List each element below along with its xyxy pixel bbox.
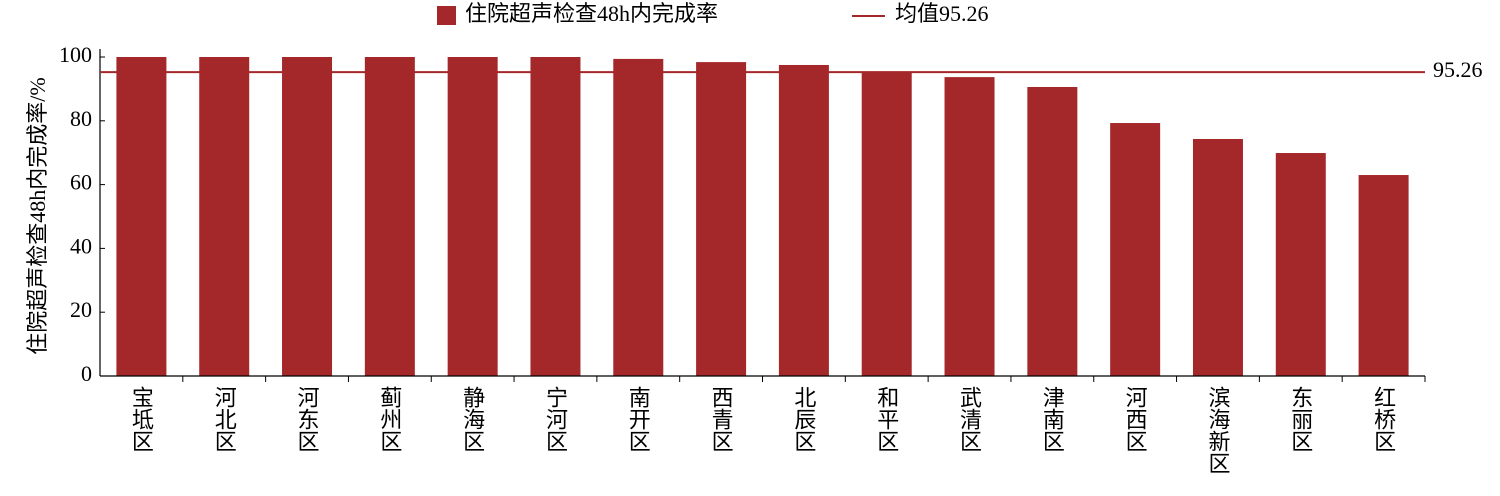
- bar: [1275, 153, 1326, 376]
- y-tick-label: 40: [70, 233, 92, 258]
- x-tick-label: 河东区: [295, 386, 320, 452]
- bar: [282, 57, 333, 376]
- x-tick-label: 南开区: [626, 386, 651, 452]
- x-tick-label: 和平区: [874, 386, 899, 452]
- bar: [696, 62, 747, 376]
- y-tick-label: 100: [59, 42, 92, 67]
- x-tick-label: 红桥区: [1371, 386, 1396, 452]
- bar: [530, 57, 581, 376]
- mean-label: 95.26: [1433, 57, 1483, 82]
- bar: [613, 58, 664, 376]
- y-tick-label: 0: [81, 361, 92, 386]
- y-tick-label: 80: [70, 106, 92, 131]
- y-tick-label: 20: [70, 297, 92, 322]
- y-tick-label: 60: [70, 170, 92, 195]
- x-tick-label: 滨海新区: [1205, 386, 1230, 474]
- bar: [1110, 123, 1161, 377]
- x-tick-label: 静海区: [460, 386, 485, 452]
- bar: [861, 71, 912, 377]
- legend-label: 住院超声检查48h内完成率: [465, 1, 718, 26]
- x-tick-label: 蓟州区: [377, 386, 402, 452]
- x-tick-label: 宁河区: [543, 386, 568, 452]
- bar: [199, 57, 250, 376]
- bar: [778, 64, 829, 376]
- x-tick-label: 津南区: [1040, 386, 1065, 452]
- bar: [1192, 138, 1243, 376]
- y-axis-label: 住院超声检查48h内完成率/%: [25, 77, 50, 354]
- bar: [447, 57, 498, 376]
- x-tick-label: 宝坻区: [129, 386, 154, 452]
- x-tick-label: 北辰区: [791, 386, 816, 452]
- bar: [944, 77, 995, 377]
- bar: [1358, 175, 1409, 376]
- legend-label: 均值95.26: [895, 1, 989, 26]
- x-tick-label: 西青区: [709, 386, 734, 452]
- x-tick-label: 东丽区: [1288, 386, 1313, 452]
- x-tick-label: 河西区: [1123, 386, 1148, 452]
- bar: [364, 57, 415, 376]
- x-tick-label: 河北区: [212, 386, 237, 452]
- x-tick-label: 武清区: [957, 386, 982, 452]
- bar: [1027, 86, 1078, 377]
- bar: [116, 57, 167, 376]
- legend-swatch: [437, 6, 456, 25]
